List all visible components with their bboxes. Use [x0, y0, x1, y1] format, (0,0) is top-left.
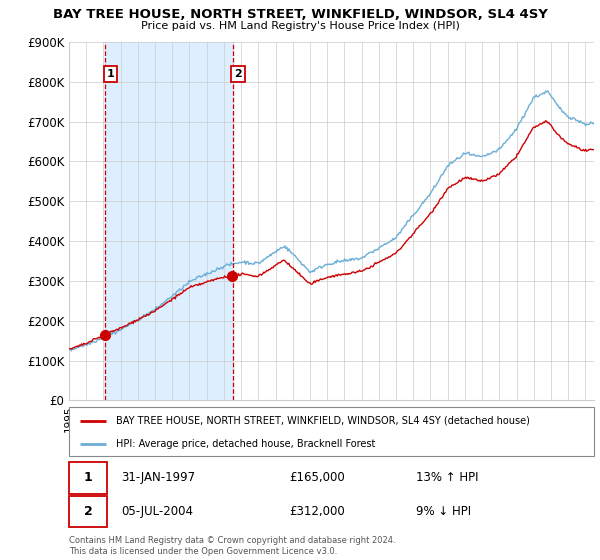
Text: Contains HM Land Registry data © Crown copyright and database right 2024.
This d: Contains HM Land Registry data © Crown c… [69, 536, 395, 556]
Bar [69, 462, 107, 494]
Text: 9% ↓ HPI: 9% ↓ HPI [415, 505, 470, 518]
Text: HPI: Average price, detached house, Bracknell Forest: HPI: Average price, detached house, Brac… [116, 438, 376, 449]
Text: 1: 1 [107, 69, 114, 79]
Text: 31-JAN-1997: 31-JAN-1997 [121, 472, 196, 484]
Bar [105, 42, 233, 400]
Text: Price paid vs. HM Land Registry's House Price Index (HPI): Price paid vs. HM Land Registry's House … [140, 21, 460, 31]
Text: 1: 1 [83, 472, 92, 484]
Bar [69, 496, 107, 528]
Text: 13% ↑ HPI: 13% ↑ HPI [415, 472, 478, 484]
Text: 05-JUL-2004: 05-JUL-2004 [121, 505, 193, 518]
Text: £165,000: £165,000 [290, 472, 345, 484]
Text: BAY TREE HOUSE, NORTH STREET, WINKFIELD, WINDSOR, SL4 4SY: BAY TREE HOUSE, NORTH STREET, WINKFIELD,… [53, 8, 547, 21]
Text: 2: 2 [83, 505, 92, 518]
Text: BAY TREE HOUSE, NORTH STREET, WINKFIELD, WINDSOR, SL4 4SY (detached house): BAY TREE HOUSE, NORTH STREET, WINKFIELD,… [116, 416, 530, 426]
Text: 2: 2 [234, 69, 242, 79]
Text: £312,000: £312,000 [290, 505, 345, 518]
